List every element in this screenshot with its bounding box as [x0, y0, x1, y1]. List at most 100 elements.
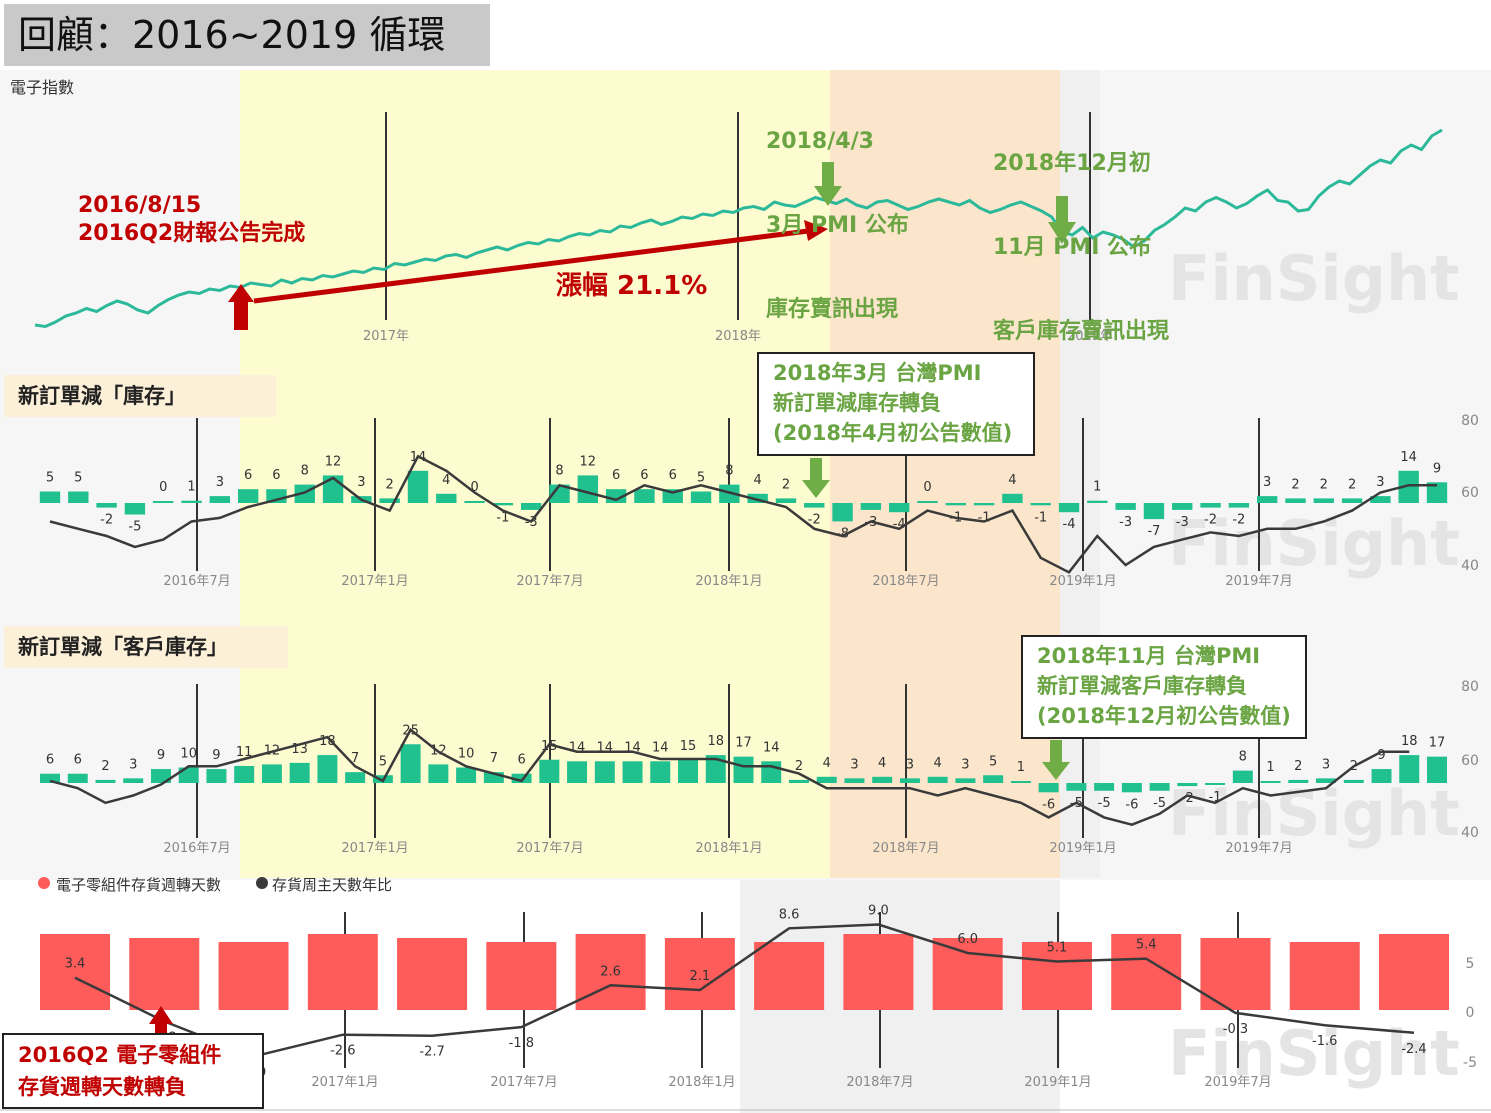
bar	[872, 776, 893, 783]
bar	[932, 938, 1003, 1010]
x-tick-label: 2017年1月	[311, 1075, 378, 1090]
bar	[345, 772, 366, 783]
bar-value-label: 5	[46, 471, 54, 486]
bar	[1021, 942, 1092, 1010]
bar-value-label: 4	[823, 756, 831, 771]
bar-value-label: 3	[961, 757, 969, 772]
bar	[1371, 769, 1392, 783]
red-up-arrow-head	[228, 284, 254, 302]
y-tick-label: 80	[1461, 679, 1479, 695]
bar	[1313, 498, 1334, 503]
bar-value-label: 17	[1429, 736, 1446, 751]
bar	[379, 498, 400, 503]
bar	[945, 503, 966, 506]
bar-value-label: -1	[1034, 510, 1047, 525]
gain-arrow-line	[253, 228, 809, 304]
bar-value-label: -5	[1098, 796, 1111, 811]
bar	[492, 503, 514, 506]
bar	[96, 503, 117, 508]
bar-value-label: -2	[100, 513, 113, 528]
bar	[1172, 503, 1193, 510]
bar	[1289, 942, 1360, 1010]
bar	[400, 744, 421, 783]
bar-value-label: 5	[989, 754, 997, 769]
bar	[678, 759, 699, 783]
bar-value-label: 9	[1433, 461, 1441, 476]
gain-arrow-head	[804, 220, 828, 241]
bar	[1379, 934, 1449, 1010]
x-tick-label: 2019年7月	[1225, 841, 1292, 856]
line-series	[49, 454, 1437, 574]
annotation-box-pmi-nov: 2018年11月 台灣PMI 新訂單減客戶庫存轉負 (2018年12月初公告數值…	[1021, 635, 1307, 739]
bar	[1341, 498, 1363, 503]
x-tick-label: 2017年1月	[341, 574, 408, 589]
data-label: 2.1	[690, 969, 711, 984]
bar-value-label: 12	[580, 454, 597, 469]
p1-tick-label: 2017年	[363, 329, 409, 344]
bar-value-label: 9	[1377, 748, 1385, 763]
bar	[261, 764, 282, 783]
data-label: 5.4	[1136, 938, 1157, 953]
bar	[456, 767, 477, 783]
annotation-2018-dec-line2: 11月 PMI 公布	[993, 235, 1152, 260]
bar	[1228, 503, 1250, 508]
bar-value-label: 2	[1291, 477, 1299, 492]
bar	[436, 493, 457, 503]
bar	[123, 778, 144, 783]
x-tick-label: 2016年7月	[163, 841, 230, 856]
bar	[1256, 496, 1278, 503]
bar	[1205, 783, 1226, 785]
bar	[843, 934, 914, 1010]
data-label: 5.1	[1047, 941, 1068, 956]
x-tick-label: 2019年7月	[1225, 574, 1292, 589]
bar-value-label: 8	[301, 464, 309, 479]
bar	[317, 755, 338, 783]
annotation-2016-report: 2016/8/15 2016Q2財報公告完成	[78, 193, 306, 246]
bar	[1232, 770, 1253, 783]
bar-value-label: -6	[1042, 797, 1055, 812]
line-series	[49, 727, 1410, 827]
bar-value-label: 0	[470, 480, 478, 495]
annotation-2018-dec: 2018年12月初 11月 PMI 公布 客戶庫存賣訊出現	[993, 94, 1169, 374]
green-arrow-2-head	[1048, 222, 1076, 244]
bar	[1427, 756, 1447, 783]
bar	[733, 756, 754, 783]
bar	[761, 761, 782, 783]
annotation-2018-apr-line3: 庫存賣訊出現	[766, 297, 899, 322]
watermark-1: FinSight	[1168, 242, 1460, 315]
line-series	[74, 923, 1415, 1058]
bar	[289, 762, 310, 783]
bar	[1285, 498, 1306, 503]
bar	[662, 489, 683, 503]
bar-value-label: 4	[1008, 473, 1016, 488]
bar	[407, 470, 429, 503]
bar-value-label: 4	[878, 756, 886, 771]
bar-value-label: 8	[555, 464, 563, 479]
x-tick-label: 2017年1月	[341, 841, 408, 856]
annotation-2018-dec-line1: 2018年12月初	[993, 151, 1151, 176]
x-tick-label: 2018年7月	[872, 841, 939, 856]
bar	[206, 769, 227, 783]
yellow-band	[240, 70, 830, 878]
bar	[899, 778, 920, 783]
bar-value-label: -5	[128, 520, 141, 535]
bar	[1094, 783, 1115, 791]
bar	[983, 775, 1004, 783]
bar-value-label: 14	[652, 740, 669, 755]
bar-value-label: 4	[442, 473, 450, 488]
bar-value-label: 5	[379, 754, 387, 769]
bar	[955, 778, 976, 783]
bar-value-label: 15	[680, 739, 697, 754]
bar-value-label: 2	[386, 477, 394, 492]
bar-value-label: -2	[1232, 513, 1245, 528]
annotation-2018-dec-line3: 客戶庫存賣訊出現	[993, 319, 1170, 344]
bar-value-label: 9	[212, 748, 220, 763]
y-tick-label: -5	[1463, 1055, 1477, 1071]
watermark-4: FinSight	[1168, 1017, 1460, 1090]
bar-value-label: 6	[669, 468, 677, 483]
bar	[237, 489, 259, 503]
bar-value-label: 1	[1093, 480, 1101, 495]
bar	[428, 764, 449, 783]
data-label: 2.6	[600, 964, 621, 979]
data-label: -1.6	[1312, 1034, 1337, 1049]
